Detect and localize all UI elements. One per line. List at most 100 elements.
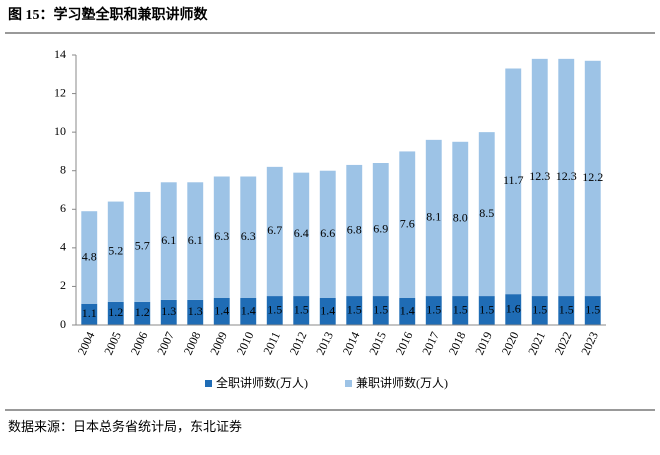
data-label: 1.1 (82, 306, 97, 320)
bar-segment (372, 296, 389, 325)
data-label: 12.2 (582, 170, 603, 184)
bar-segment (213, 298, 230, 325)
data-label: 8.0 (453, 211, 468, 225)
data-label: 1.4 (400, 303, 415, 317)
bar-segment (399, 151, 416, 298)
data-label: 1.4 (320, 303, 335, 317)
bar-segment (213, 176, 230, 298)
data-label: 1.5 (267, 302, 282, 316)
x-tick-label: 2008 (181, 330, 204, 358)
data-label: 1.3 (188, 304, 203, 318)
x-tick-label: 2016 (393, 330, 416, 358)
data-label: 6.3 (241, 229, 256, 243)
data-label: 1.5 (373, 302, 388, 316)
data-label: 1.2 (108, 305, 123, 319)
x-tick-label: 2014 (340, 330, 363, 358)
data-label: 6.4 (294, 226, 309, 240)
y-tick-label: 0 (60, 317, 66, 331)
bar-segment (160, 182, 177, 300)
bar-segment (81, 303, 98, 325)
bar-segment (107, 201, 124, 302)
data-label: 1.6 (506, 301, 521, 315)
legend-swatch (345, 380, 352, 387)
bar-segment (478, 132, 495, 297)
bar-segment (346, 296, 363, 325)
data-label: 4.8 (82, 249, 97, 263)
x-tick-label: 2023 (578, 330, 601, 358)
bar-segment (187, 299, 204, 325)
bar-segment (558, 296, 575, 325)
bar-segment (293, 296, 310, 325)
bar-segment (81, 211, 98, 304)
bar-segment (531, 296, 548, 325)
bar-segment (399, 298, 416, 325)
x-tick-label: 2015 (366, 330, 389, 358)
x-tick-label: 2004 (75, 330, 98, 358)
legend-label: 全职讲师数(万人) (216, 375, 308, 390)
data-label: 6.6 (320, 226, 335, 240)
y-tick-label: 6 (60, 201, 66, 215)
bar-segment (531, 58, 548, 297)
data-label: 1.5 (479, 302, 494, 316)
x-tick-label: 2010 (234, 330, 257, 358)
data-label: 1.4 (241, 303, 256, 317)
x-tick-label: 2018 (446, 330, 469, 358)
y-tick-label: 4 (60, 240, 66, 254)
x-tick-label: 2005 (101, 330, 124, 358)
bar-segment (134, 301, 151, 325)
bar-segment (293, 172, 310, 297)
bar-segment (160, 299, 177, 325)
x-tick-label: 2007 (154, 330, 177, 358)
bar-segment (240, 176, 257, 298)
bar-segment (134, 191, 151, 302)
data-label: 5.7 (135, 239, 150, 253)
bar-segment (187, 182, 204, 300)
bar-segment (319, 170, 336, 298)
data-label: 1.5 (347, 302, 362, 316)
bar-segment (372, 163, 389, 297)
x-tick-label: 2022 (552, 330, 575, 358)
bar-segment (107, 301, 124, 325)
data-label: 1.3 (161, 304, 176, 318)
x-tick-label: 2013 (313, 330, 336, 358)
bar-segment (425, 139, 442, 297)
data-label: 6.1 (188, 233, 203, 247)
data-label: 1.5 (453, 302, 468, 316)
x-tick-label: 2012 (287, 330, 310, 358)
bar-segment (240, 298, 257, 325)
bar-segment (584, 60, 601, 297)
bar-segment (505, 294, 522, 325)
data-label: 6.9 (373, 221, 388, 235)
bar-segment (558, 58, 575, 297)
x-tick-label: 2011 (260, 330, 283, 357)
data-label: 8.5 (479, 206, 494, 220)
data-label: 6.7 (267, 223, 282, 237)
y-tick-label: 10 (54, 124, 66, 138)
x-tick-label: 2021 (525, 330, 548, 358)
bar-segment (346, 164, 363, 297)
x-tick-label: 2009 (207, 330, 230, 358)
data-label: 6.8 (347, 222, 362, 236)
source-note: 数据来源：日本总务省统计局，东北证券 (8, 419, 242, 434)
data-label: 6.3 (214, 229, 229, 243)
data-label: 1.5 (559, 302, 574, 316)
bar-segment (319, 298, 336, 325)
legend-swatch (205, 380, 212, 387)
y-tick-label: 8 (60, 162, 66, 176)
bar-segment (478, 296, 495, 325)
bar-segment (452, 141, 469, 297)
data-label: 1.5 (532, 302, 547, 316)
legend-label: 兼职讲师数(万人) (356, 375, 448, 390)
bar-segment (266, 296, 283, 325)
data-label: 12.3 (529, 169, 550, 183)
data-label: 1.5 (294, 302, 309, 316)
bar-segment (505, 68, 522, 295)
data-label: 8.1 (426, 210, 441, 224)
x-tick-label: 2020 (499, 330, 522, 358)
data-label: 5.2 (108, 243, 123, 257)
data-label: 11.7 (503, 173, 524, 187)
data-label: 1.5 (585, 302, 600, 316)
bar-segment (584, 296, 601, 325)
x-tick-label: 2017 (419, 330, 442, 358)
